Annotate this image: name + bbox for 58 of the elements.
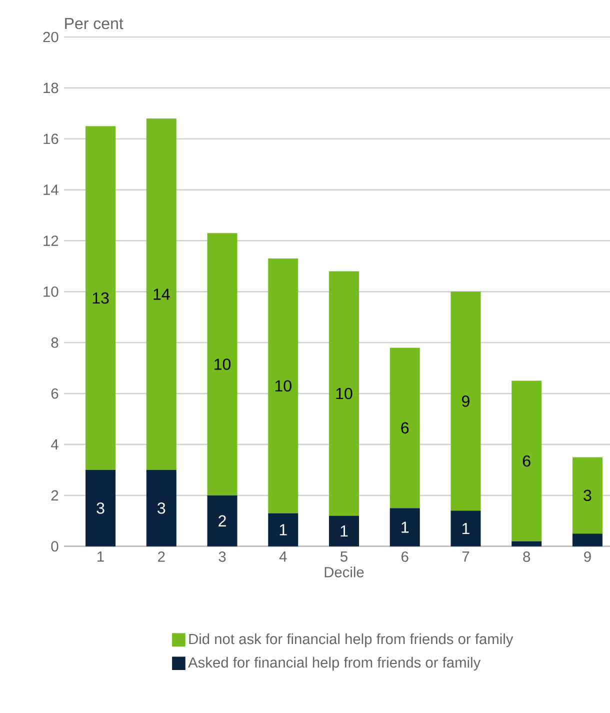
y-tick-label: 0 bbox=[51, 541, 58, 552]
y-tick-label: 12 bbox=[44, 236, 58, 246]
y-tick-label: 18 bbox=[44, 82, 58, 94]
x-tick-label: 1 bbox=[98, 552, 104, 562]
data-label: 2 bbox=[218, 515, 226, 526]
bar bbox=[268, 258, 298, 514]
bar bbox=[512, 541, 542, 546]
y-tick-label: 10 bbox=[44, 286, 58, 297]
y-tick-label: 16 bbox=[44, 134, 58, 144]
bar bbox=[329, 271, 359, 516]
bar bbox=[450, 292, 481, 511]
y-tick-label: 2 bbox=[51, 490, 58, 501]
bar bbox=[86, 126, 116, 470]
data-label: 14 bbox=[154, 288, 170, 300]
x-tick-label: 8 bbox=[523, 552, 530, 562]
x-tick-label: 3 bbox=[218, 552, 226, 562]
x-tick-label: 7 bbox=[462, 552, 470, 562]
data-label: 1 bbox=[462, 523, 470, 534]
y-tick-label: 14 bbox=[44, 184, 58, 195]
data-label: 9 bbox=[462, 396, 470, 407]
bar bbox=[86, 470, 116, 546]
x-tick-label: 4 bbox=[279, 552, 287, 562]
legend-label: Asked for financial help from friends or family bbox=[188, 656, 481, 671]
bar bbox=[450, 510, 481, 546]
bar bbox=[572, 534, 602, 546]
x-tick-label: 9 bbox=[584, 552, 591, 562]
bar bbox=[329, 516, 359, 546]
bar bbox=[207, 495, 238, 546]
y-tick-label: 6 bbox=[51, 388, 58, 399]
x-tick-label: 2 bbox=[158, 552, 165, 562]
bar bbox=[207, 233, 238, 496]
data-label: 3 bbox=[584, 490, 592, 502]
y-tick-label: 20 bbox=[43, 32, 58, 42]
bar bbox=[146, 470, 176, 546]
data-label: 1 bbox=[340, 526, 348, 537]
bar bbox=[268, 513, 298, 546]
x-tick-label: 6 bbox=[402, 552, 408, 562]
y-tick-label: 4 bbox=[51, 439, 58, 450]
x-tick-label: 5 bbox=[340, 552, 348, 562]
bar bbox=[390, 348, 420, 508]
bar bbox=[512, 380, 542, 542]
y-axis-title: Per cent bbox=[65, 18, 124, 30]
x-axis-title: Decile bbox=[324, 566, 364, 578]
data-label: 3 bbox=[96, 502, 104, 514]
data-label: 1 bbox=[402, 522, 409, 533]
bar bbox=[146, 118, 176, 470]
data-label: 6 bbox=[522, 455, 530, 467]
legend-label: Did not ask for financial help from friends or family bbox=[189, 633, 514, 648]
data-label: 10 bbox=[214, 358, 231, 370]
bar bbox=[390, 508, 420, 546]
data-label: 10 bbox=[336, 388, 352, 400]
bar bbox=[572, 457, 602, 534]
data-label: 13 bbox=[92, 292, 109, 304]
data-label: 1 bbox=[280, 524, 287, 536]
data-label: 6 bbox=[401, 422, 409, 434]
data-label: 3 bbox=[158, 502, 166, 514]
y-tick-label: 8 bbox=[51, 337, 58, 348]
data-label: 10 bbox=[275, 380, 292, 392]
